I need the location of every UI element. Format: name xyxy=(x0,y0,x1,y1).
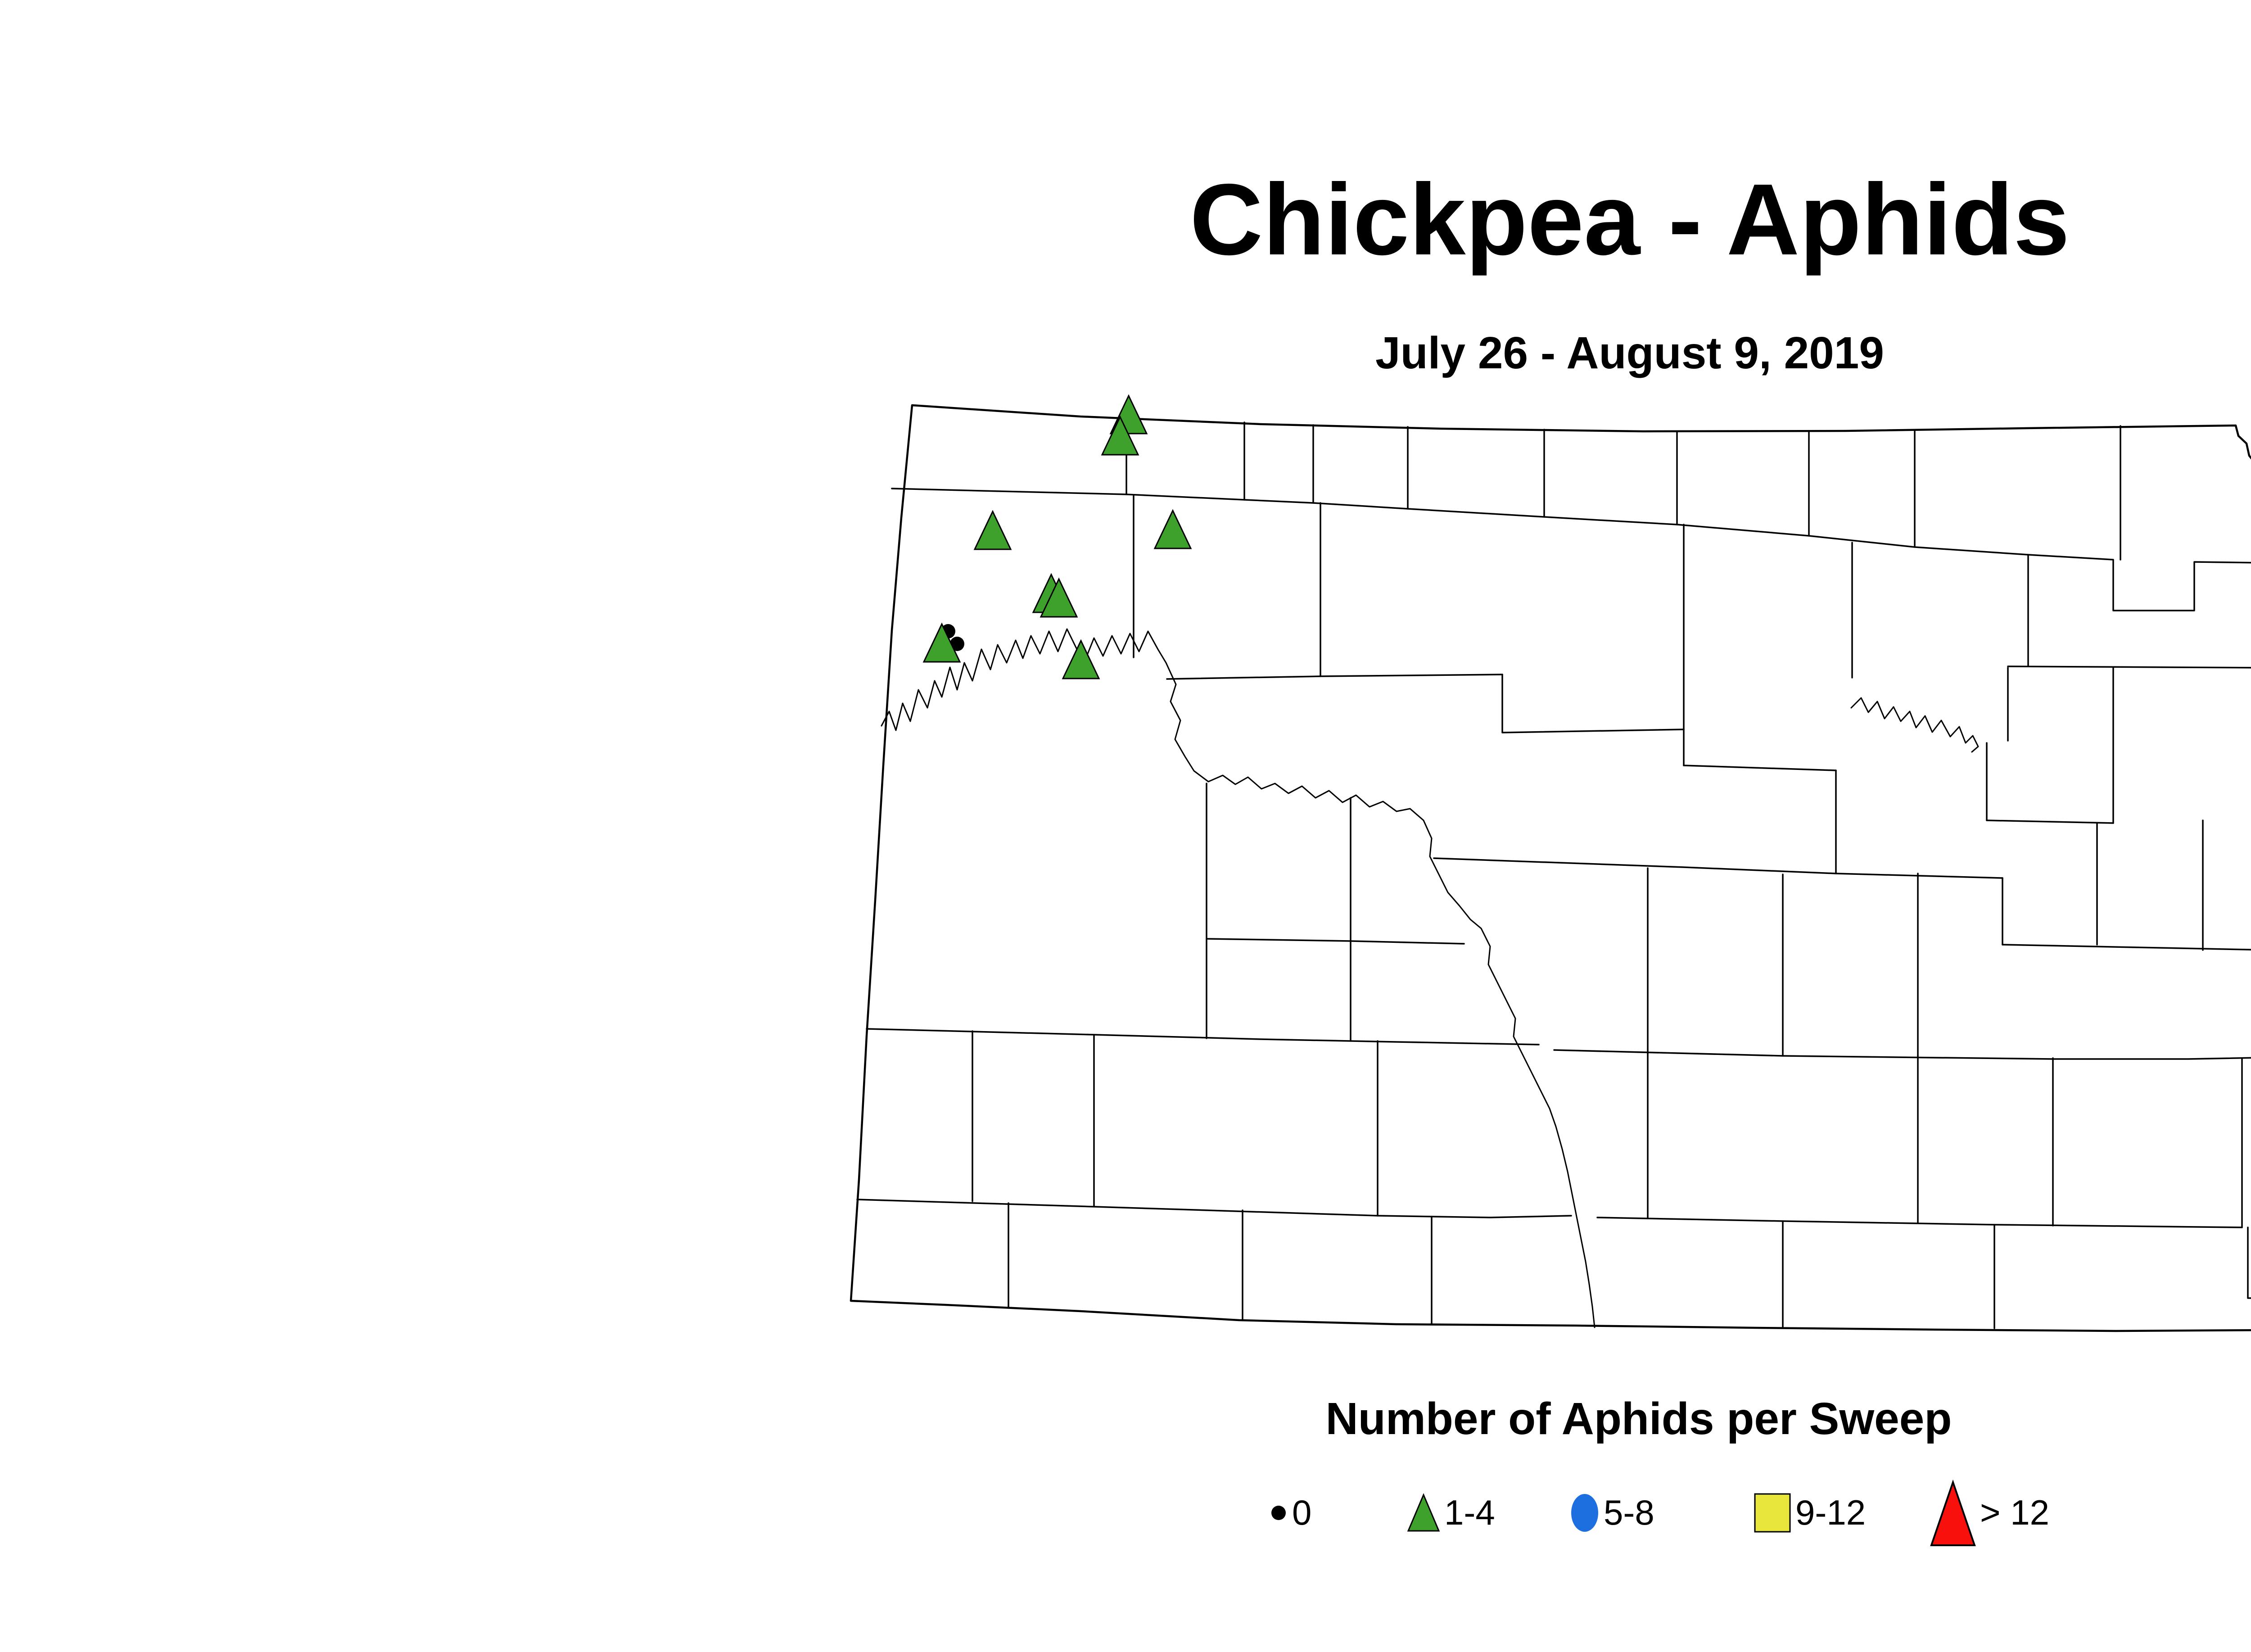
legend-label-5-8: 5-8 xyxy=(1604,1493,1654,1532)
north-dakota-county-map xyxy=(850,394,2251,1332)
legend-symbol-red-triangle xyxy=(1930,1479,1976,1546)
legend-symbol-yellow-square xyxy=(1754,1493,1791,1533)
missouri-river xyxy=(881,628,1596,1328)
legend-label-0: 0 xyxy=(1292,1493,1311,1532)
map-point-triangle xyxy=(922,622,961,663)
legend-symbol-blue-circle xyxy=(1571,1494,1598,1532)
legend-label-9-12: 9-12 xyxy=(1795,1493,1866,1532)
county-boundaries xyxy=(856,418,2251,1329)
map-point-triangle xyxy=(1101,415,1139,456)
legend-symbol-green-triangle xyxy=(1407,1493,1440,1532)
map-point-triangle xyxy=(1153,509,1192,549)
state-border xyxy=(850,404,2251,1332)
map-point-triangle xyxy=(1062,639,1100,679)
devils-lake xyxy=(1850,697,1979,753)
legend-label-gt-12: > 12 xyxy=(1980,1493,2049,1532)
legend-label-1-4: 1-4 xyxy=(1444,1493,1495,1532)
map-points-layer xyxy=(922,394,1192,679)
map-point-triangle xyxy=(1040,577,1078,618)
map-point-triangle xyxy=(973,510,1012,550)
legend-symbol-dot xyxy=(1271,1506,1286,1520)
legend-title: Number of Aphids per Sweep xyxy=(1326,1394,1952,1444)
legend: Number of Aphids per Sweep 0 1-4 5-8 9-1… xyxy=(1271,1394,2049,1546)
page-title: Chickpea - Aphids xyxy=(1190,163,2070,276)
date-range-subtitle: July 26 - August 9, 2019 xyxy=(1375,328,1884,378)
